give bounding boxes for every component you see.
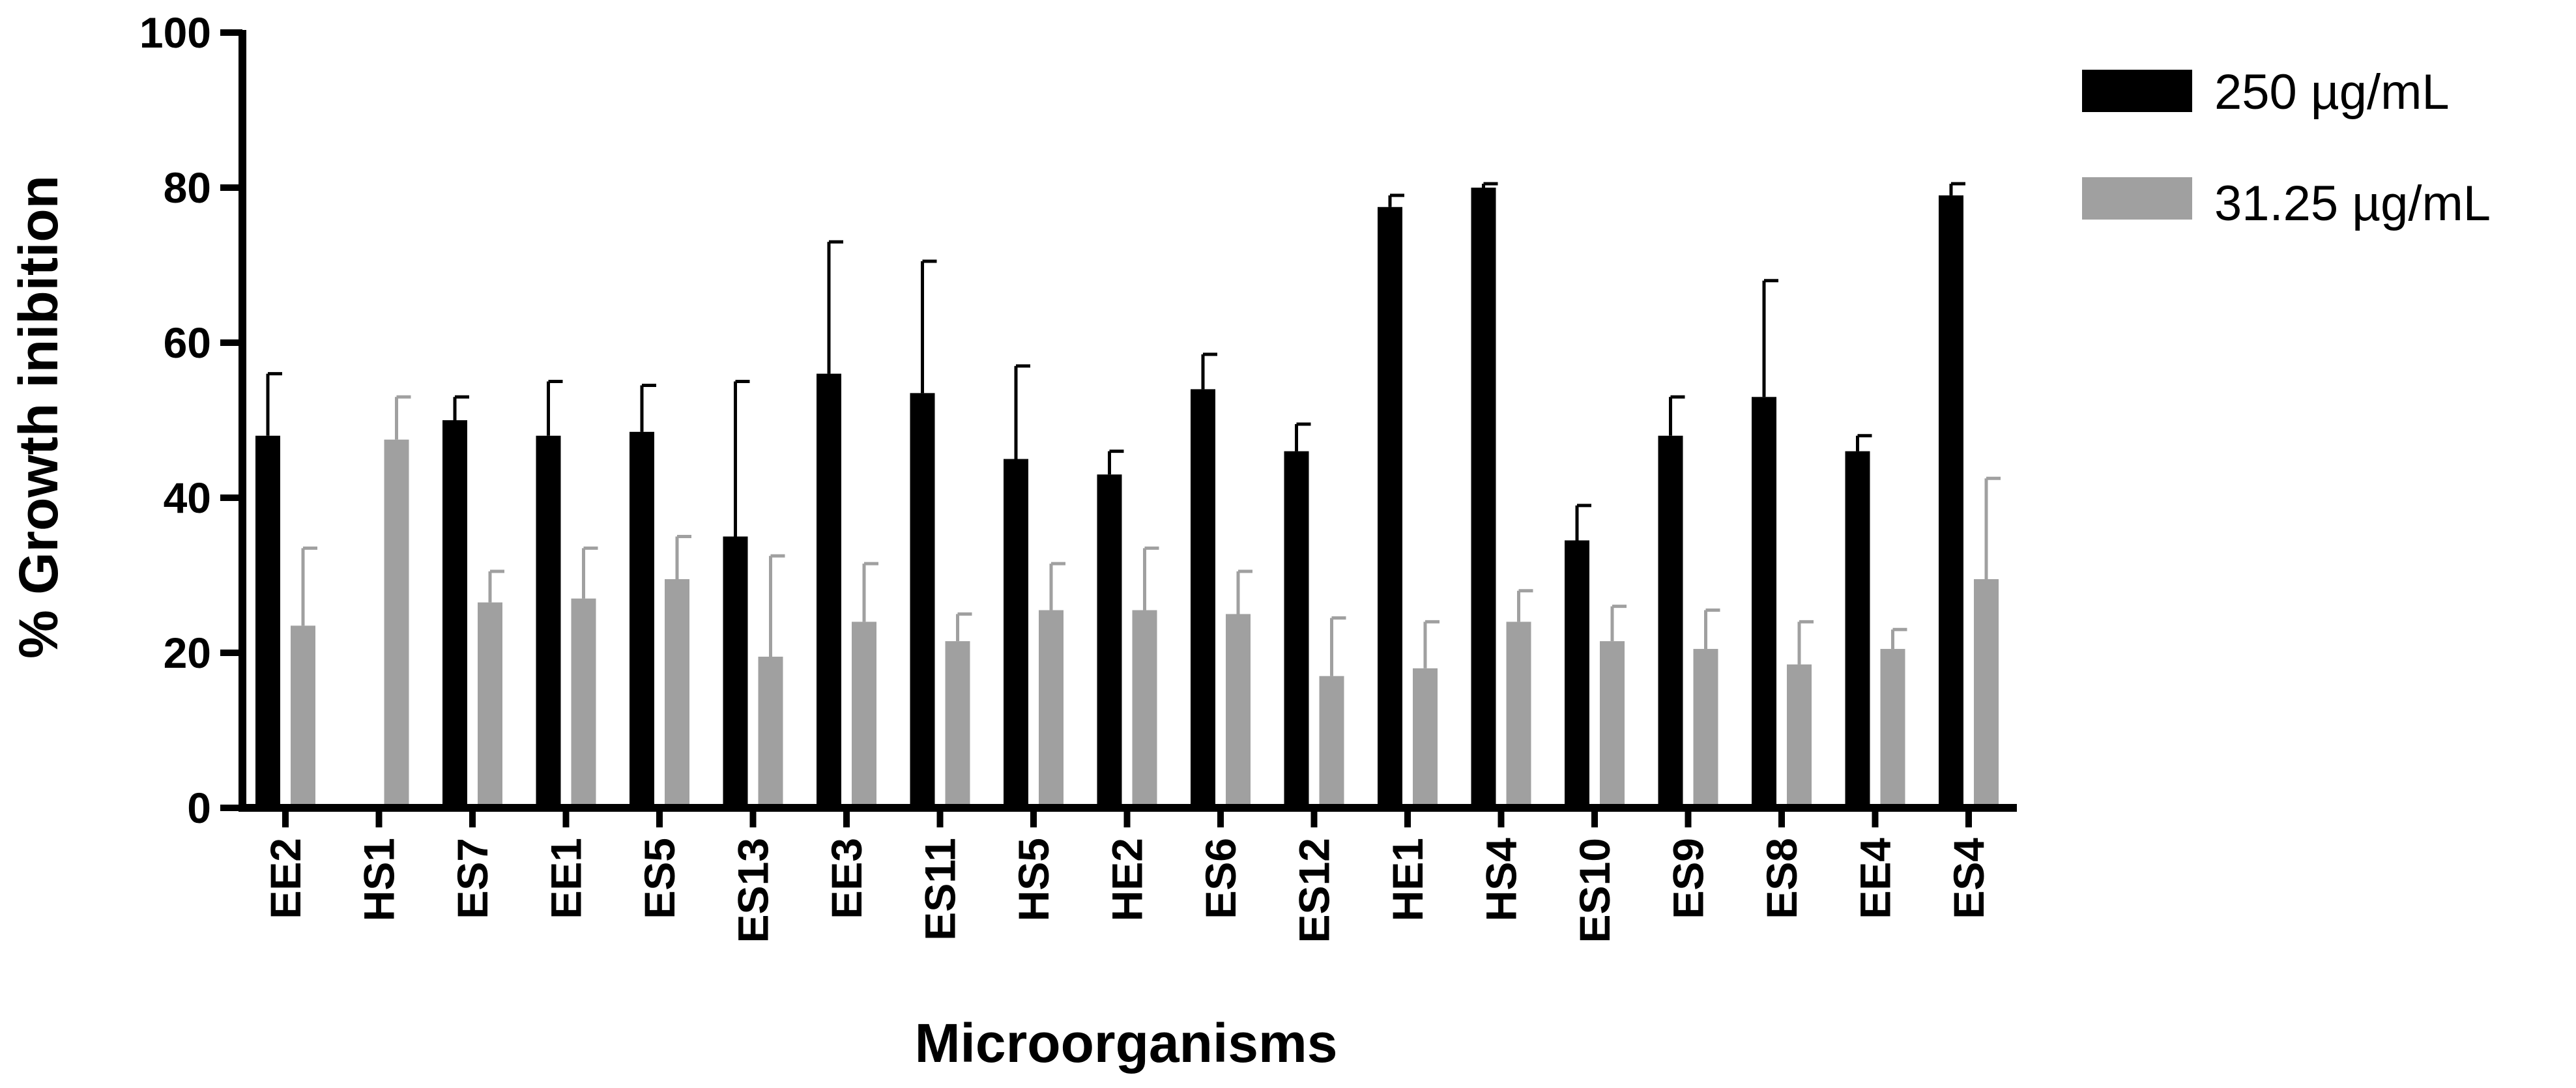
bar-es10-series-1: [1600, 641, 1625, 808]
bar-es8-series-1: [1787, 664, 1812, 808]
bar-es6-series-1: [1226, 614, 1251, 808]
x-axis-title: Microorganisms: [915, 1012, 1338, 1074]
bar-hs5-series-0: [1004, 459, 1028, 808]
legend-swatch-31-25: [2082, 177, 2192, 220]
x-tick-label-es4: ES4: [1945, 838, 1993, 919]
x-tick-label-es6: ES6: [1196, 838, 1245, 919]
bar-es9-series-1: [1693, 649, 1718, 808]
y-tick-label-20: 20: [164, 629, 211, 677]
x-tick-label-es12: ES12: [1290, 838, 1339, 943]
bars-layer: [255, 182, 2001, 808]
x-tick-label-ee1: EE1: [542, 838, 590, 919]
bar-he2-series-1: [1132, 610, 1157, 808]
bar-ee1-series-0: [536, 435, 561, 808]
bar-ee2-series-0: [255, 435, 280, 808]
bar-ee2-series-1: [291, 625, 315, 808]
bar-es12-series-0: [1284, 451, 1309, 808]
legend-label-250: 250 µg/mL: [2214, 64, 2450, 120]
x-tick-label-he2: HE2: [1103, 838, 1151, 921]
bar-es4-series-1: [1974, 579, 1999, 808]
x-tick-label-es8: ES8: [1758, 838, 1806, 919]
bar-es4-series-0: [1939, 195, 1963, 808]
bar-es7-series-1: [478, 602, 502, 808]
bar-es5-series-0: [630, 431, 654, 808]
x-tick-label-es11: ES11: [916, 838, 964, 941]
legend: 250 µg/mL 31.25 µg/mL: [2082, 64, 2491, 231]
bar-ee1-series-1: [571, 598, 596, 808]
x-tick-labels-layer: EE2 HS1 ES7 EE1 ES5 ES13 EE3 ES11 HS5 HE2 ES6 ES12 H…: [261, 808, 1993, 943]
x-tick-label-ee2: EE2: [261, 838, 310, 919]
x-tick-label-es9: ES9: [1664, 838, 1713, 919]
bar-es6-series-0: [1191, 389, 1215, 808]
bar-es11-series-1: [945, 641, 970, 808]
bar-ee4-series-0: [1845, 451, 1870, 808]
bar-es5-series-1: [665, 579, 689, 808]
bar-es12-series-1: [1319, 676, 1344, 808]
y-tick-label-60: 60: [164, 319, 211, 367]
x-tick-label-es7: ES7: [448, 838, 497, 919]
x-tick-label-es13: ES13: [729, 838, 777, 943]
bar-es13-series-1: [758, 656, 783, 808]
legend-label-31-25: 31.25 µg/mL: [2214, 176, 2491, 231]
bar-he1-series-0: [1378, 207, 1402, 808]
bar-es9-series-0: [1658, 435, 1683, 808]
x-tick-label-hs1: HS1: [355, 838, 403, 921]
bar-es10-series-0: [1565, 540, 1589, 808]
bar-hs5-series-1: [1039, 610, 1064, 808]
y-ticks-layer: 0 20 40 60 80 100: [139, 8, 242, 832]
bar-hs4-series-0: [1471, 188, 1496, 808]
bar-he2-series-0: [1097, 474, 1122, 808]
y-tick-label-0: 0: [187, 784, 211, 832]
bar-hs4-series-1: [1506, 622, 1531, 808]
bar-es8-series-0: [1752, 397, 1776, 808]
x-tick-label-hs4: HS4: [1477, 838, 1526, 922]
axes-layer: [239, 30, 2017, 812]
y-tick-label-100: 100: [139, 8, 211, 57]
y-tick-label-40: 40: [164, 474, 211, 522]
legend-swatch-250: [2082, 70, 2192, 112]
y-axis-title: % Growth inibition: [8, 175, 69, 659]
x-tick-label-he1: HE1: [1383, 838, 1432, 921]
bar-es7-series-0: [442, 420, 467, 808]
x-tick-label-es10: ES10: [1570, 838, 1619, 943]
x-tick-label-es5: ES5: [635, 838, 684, 919]
x-tick-label-ee3: EE3: [822, 838, 871, 919]
x-tick-label-hs5: HS5: [1009, 838, 1058, 921]
x-tick-label-ee4: EE4: [1851, 838, 1900, 919]
bar-ee3-series-1: [852, 622, 876, 808]
bar-he1-series-1: [1413, 668, 1438, 808]
bar-ee4-series-1: [1880, 649, 1905, 808]
bar-es13-series-0: [723, 536, 748, 808]
bar-ee3-series-0: [817, 373, 841, 808]
bar-es11-series-0: [910, 393, 935, 808]
bar-hs1-series-1: [384, 439, 409, 808]
y-tick-label-80: 80: [164, 164, 211, 212]
